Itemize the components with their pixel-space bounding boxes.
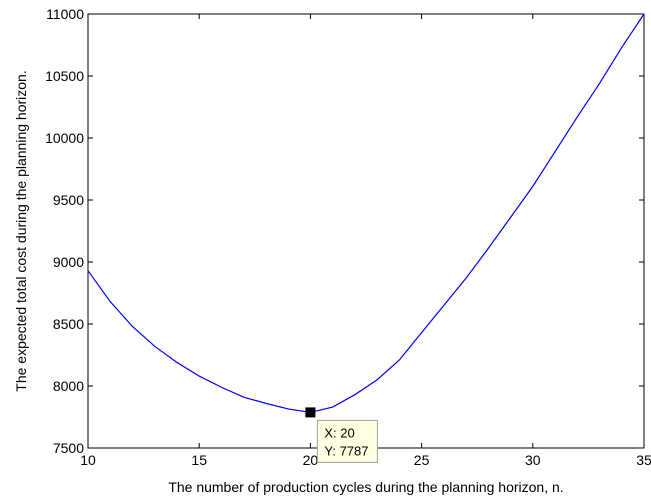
y-tick-label: 8500 <box>53 316 84 332</box>
x-tick-label: 15 <box>191 452 207 468</box>
x-tick-label: 30 <box>525 452 541 468</box>
x-axis-label: The number of production cycles during t… <box>168 479 563 495</box>
y-tick-label: 10000 <box>45 130 84 146</box>
datatip-y-label: Y: 7787 <box>324 443 368 458</box>
y-tick-label: 11000 <box>46 6 84 22</box>
datatip[interactable]: X: 20 Y: 7787 <box>305 407 378 463</box>
datatip-box <box>316 419 378 463</box>
x-tick-label: 25 <box>414 452 430 468</box>
y-tick-labels: 7500 8000 8500 9000 9500 10000 10500 11000 <box>45 6 84 456</box>
y-tick-label: 10500 <box>45 68 84 84</box>
x-tick-labels: 10 15 20 25 30 35 <box>80 452 651 468</box>
y-tick-label: 9000 <box>53 254 84 270</box>
x-tick-label: 35 <box>636 452 651 468</box>
y-tick-label: 8000 <box>53 378 84 394</box>
series-line <box>87 13 645 414</box>
y-tick-label: 9500 <box>53 192 84 208</box>
datatip-x-label: X: 20 <box>324 425 354 440</box>
y-tick-label: 7500 <box>53 440 84 456</box>
y-axis-label: The expected total cost during the plann… <box>13 70 29 391</box>
x-tick-label: 10 <box>80 452 96 468</box>
datatip-marker[interactable] <box>305 407 316 418</box>
x-tick-label: 20 <box>303 452 319 468</box>
plot-area <box>87 13 645 449</box>
